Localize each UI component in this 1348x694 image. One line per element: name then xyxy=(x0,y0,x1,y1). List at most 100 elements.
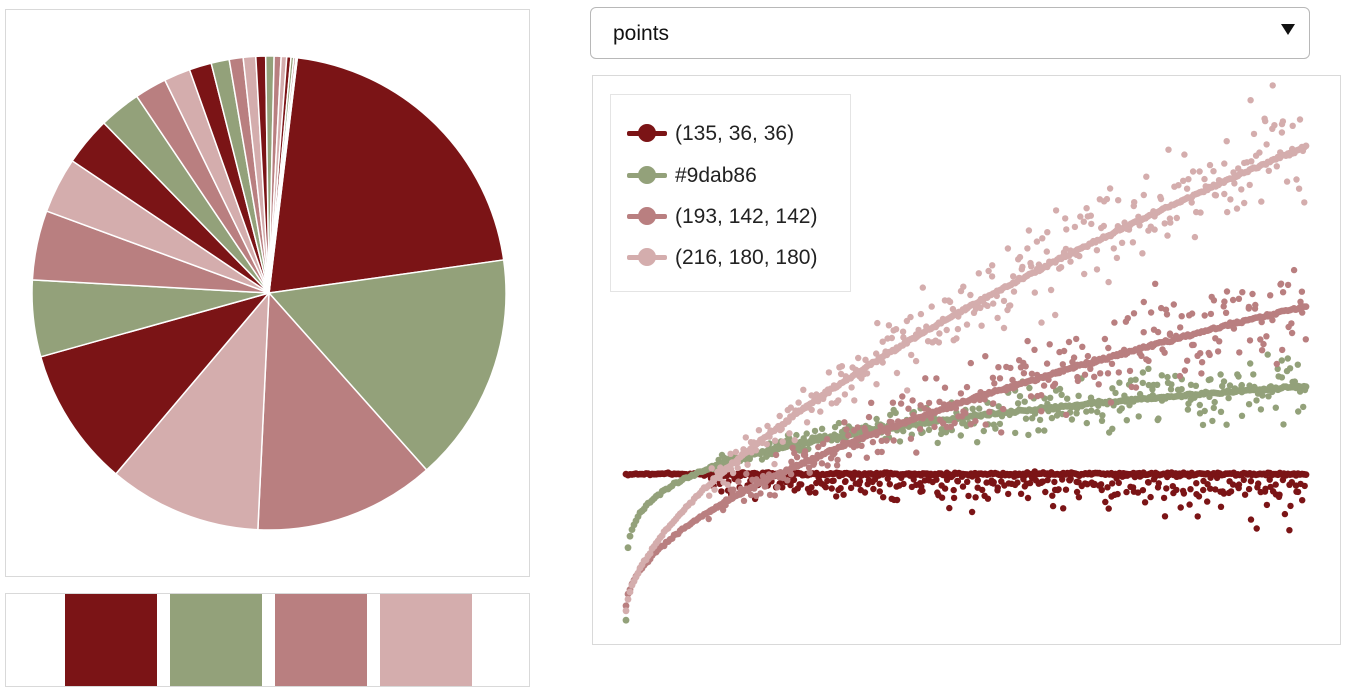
scatter-point xyxy=(1105,344,1112,352)
scatter-point xyxy=(823,436,831,443)
scatter-point xyxy=(1223,421,1230,428)
scatter-plot xyxy=(622,82,1310,624)
scatter-point xyxy=(840,491,847,498)
scatter-point xyxy=(817,408,824,415)
scatter-point xyxy=(996,420,1004,428)
scatter-point xyxy=(828,485,835,492)
scatter-point xyxy=(1238,412,1246,419)
chart-mode-select[interactable]: points xyxy=(590,7,1310,59)
scatter-point xyxy=(1063,226,1070,233)
scatter-point xyxy=(950,486,957,494)
scatter-point xyxy=(1227,196,1234,203)
scatter-point xyxy=(1022,415,1030,422)
scatter-point xyxy=(1188,310,1196,317)
scatter-point xyxy=(1094,408,1101,416)
scatter-point xyxy=(1136,350,1143,357)
scatter-point xyxy=(1060,505,1067,512)
scatter-point xyxy=(1140,329,1147,336)
scatter-point xyxy=(1059,476,1066,483)
scatter-point xyxy=(1230,325,1238,332)
scatter-point xyxy=(1258,318,1265,326)
scatter-point xyxy=(878,448,885,456)
scatter-point xyxy=(908,351,915,359)
swatch-1[interactable] xyxy=(65,594,157,686)
pie-slice-4[interactable] xyxy=(114,290,270,531)
swatch-4[interactable] xyxy=(380,594,472,686)
scatter-point xyxy=(1042,488,1049,496)
scatter-point xyxy=(1068,416,1076,423)
scatter-point xyxy=(1102,498,1109,506)
scatter-point xyxy=(708,465,715,472)
scatter-point xyxy=(925,426,933,434)
scatter-point xyxy=(1111,319,1118,326)
scatter-point xyxy=(1190,341,1197,349)
scatter-point xyxy=(1264,351,1271,358)
scatter-point xyxy=(1062,215,1069,222)
scatter-point xyxy=(1095,381,1102,388)
scatter-point xyxy=(795,445,802,452)
scatter-point xyxy=(1217,408,1225,415)
scatter-point xyxy=(855,481,863,488)
scatter-point xyxy=(1209,417,1216,425)
scatter-point xyxy=(1109,425,1116,432)
scatter-point xyxy=(1010,288,1018,295)
scatter-point xyxy=(993,292,1000,300)
scatter-point xyxy=(1051,380,1059,387)
scatter-point xyxy=(899,393,906,400)
scatter-point xyxy=(1041,427,1048,434)
scatter-point xyxy=(992,425,999,432)
pie-slice-5[interactable] xyxy=(39,291,272,475)
scatter-point xyxy=(1196,401,1203,409)
pie-slice-2[interactable] xyxy=(267,259,507,472)
swatch-2[interactable] xyxy=(170,594,262,686)
scatter-point xyxy=(953,335,960,342)
pie-slice-3[interactable] xyxy=(257,291,428,531)
scatter-point xyxy=(1103,195,1111,203)
scatter-point xyxy=(995,364,1002,371)
scatter-point xyxy=(1272,481,1279,488)
pie-slice-24[interactable] xyxy=(268,56,299,294)
scatter-point xyxy=(1207,310,1215,318)
pie-chart-panel xyxy=(5,9,530,577)
scatter-point xyxy=(835,419,843,427)
scatter-point xyxy=(1020,370,1028,377)
scatter-point xyxy=(1026,384,1033,392)
scatter-point xyxy=(900,334,907,341)
scatter-point xyxy=(1123,417,1130,424)
scatter-point xyxy=(1114,490,1121,498)
scatter-point xyxy=(764,422,771,430)
scatter-point xyxy=(1278,129,1286,136)
swatch-3[interactable] xyxy=(275,594,367,686)
scatter-point xyxy=(994,314,1001,322)
pie-slice-1[interactable] xyxy=(268,56,505,294)
scatter-point xyxy=(873,415,880,423)
scatter-point xyxy=(943,326,950,334)
scatter-point xyxy=(1220,490,1228,497)
scatter-point xyxy=(870,485,877,493)
scatter-point xyxy=(1038,478,1045,485)
scatter-point xyxy=(1118,405,1125,412)
scatter-point xyxy=(1075,494,1083,501)
scatter-point xyxy=(1241,199,1248,207)
scatter-point xyxy=(1147,309,1155,316)
scatter-point xyxy=(1212,486,1219,493)
scatter-point xyxy=(1265,167,1272,174)
scatter-point xyxy=(978,322,985,329)
scatter-point xyxy=(1106,185,1114,192)
scatter-point xyxy=(985,267,992,275)
scatter-point xyxy=(1197,350,1204,357)
scatter-point xyxy=(752,447,760,454)
scatter-point xyxy=(1084,352,1092,360)
scatter-point xyxy=(1140,191,1147,199)
scatter-point xyxy=(808,406,815,413)
scatter-point xyxy=(899,328,907,335)
scatter-point xyxy=(1205,349,1212,357)
scatter-point xyxy=(885,322,893,329)
scatter-point xyxy=(1201,407,1208,415)
scatter-point xyxy=(1206,161,1214,169)
scatter-point xyxy=(1255,480,1262,487)
scatter-point xyxy=(1007,364,1014,372)
scatter-point xyxy=(755,427,763,434)
scatter-point xyxy=(963,383,971,391)
scatter-point xyxy=(1245,305,1252,312)
